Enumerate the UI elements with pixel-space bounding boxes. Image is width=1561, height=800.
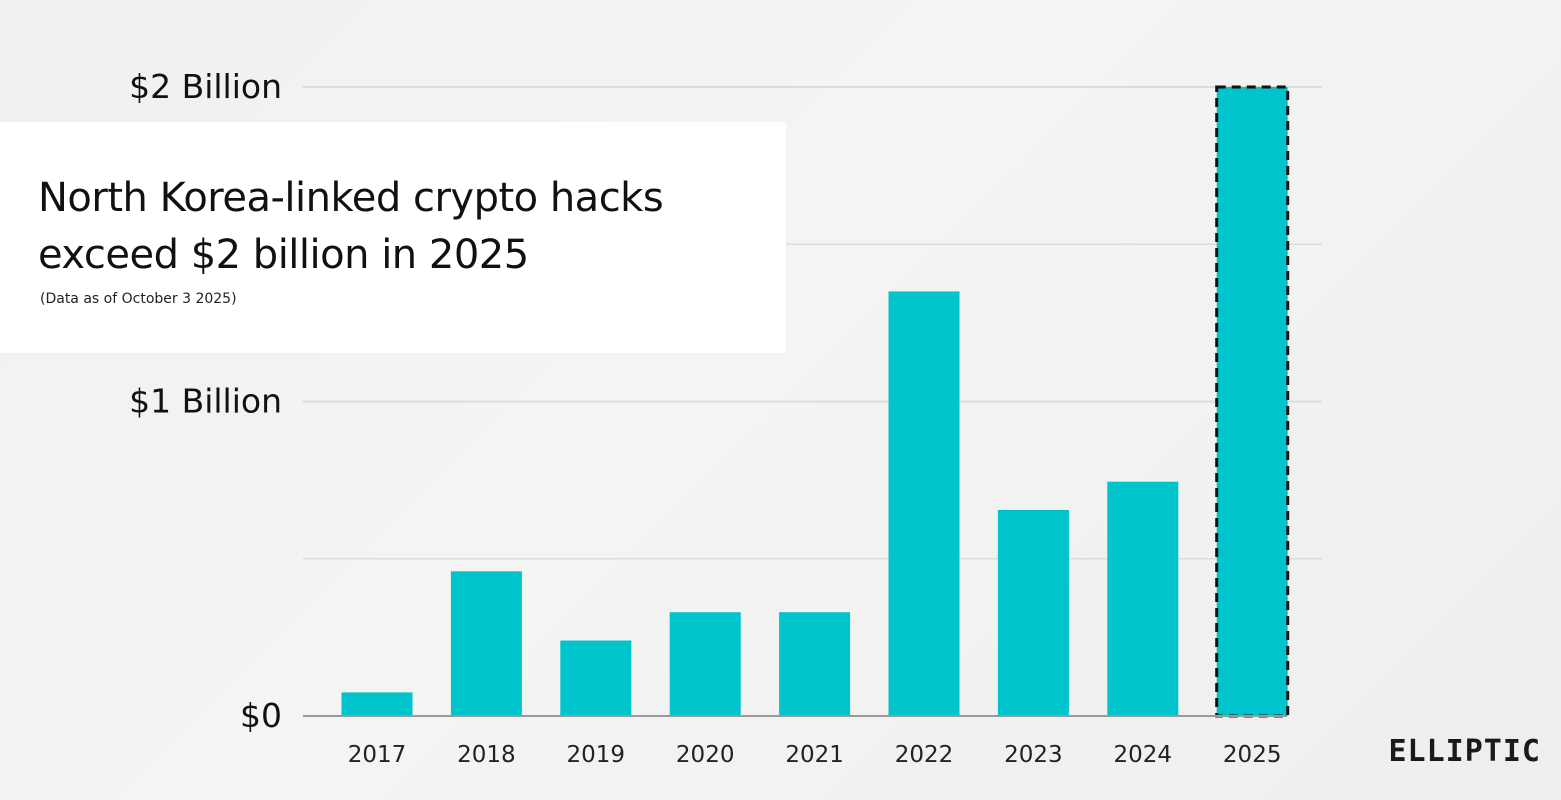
x-tick-label: 2017 bbox=[348, 742, 407, 768]
chart-title: North Korea-linked crypto hacks exceed $… bbox=[38, 175, 664, 278]
x-tick-label: 2021 bbox=[785, 742, 844, 768]
bar bbox=[450, 571, 522, 716]
elliptic-logo: ELLIPTIC bbox=[1388, 734, 1541, 769]
x-tick-label: 2018 bbox=[457, 742, 516, 768]
bar bbox=[1107, 481, 1179, 716]
bar bbox=[779, 612, 851, 716]
y-tick-label: $1 Billion bbox=[129, 382, 282, 421]
chart-subtitle: (Data as of October 3 2025) bbox=[40, 291, 237, 307]
x-tick-label: 2022 bbox=[895, 742, 954, 768]
x-tick-label: 2024 bbox=[1114, 742, 1173, 768]
y-tick-label: $2 Billion bbox=[129, 67, 282, 106]
bar-highlighted bbox=[1215, 85, 1290, 718]
x-tick-label: 2020 bbox=[676, 742, 735, 768]
title-box: North Korea-linked crypto hacks exceed $… bbox=[0, 122, 786, 353]
bar bbox=[997, 510, 1069, 716]
bar bbox=[669, 612, 741, 716]
x-tick-label: 2025 bbox=[1223, 742, 1282, 768]
bar bbox=[560, 640, 632, 716]
bar bbox=[341, 692, 413, 716]
x-tick-label: 2019 bbox=[567, 742, 626, 768]
bar bbox=[888, 291, 960, 716]
x-tick-label: 2023 bbox=[1004, 742, 1063, 768]
y-tick-label: $0 bbox=[240, 696, 282, 735]
